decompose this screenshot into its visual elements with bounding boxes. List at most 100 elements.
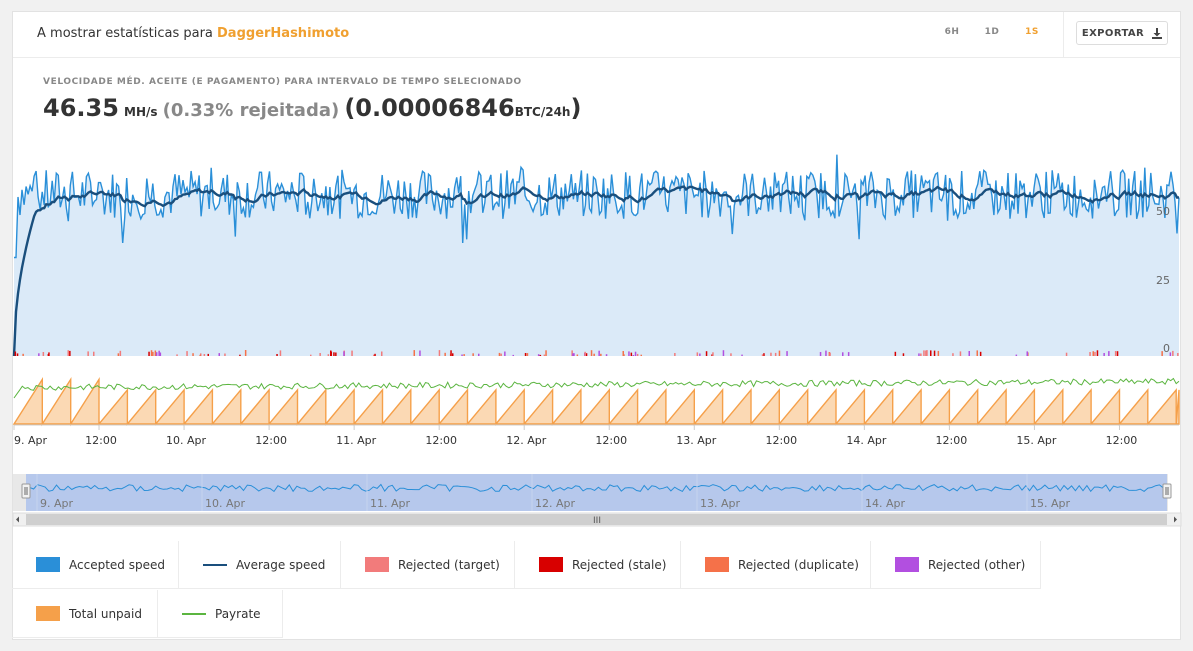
rejected-spike [413, 350, 415, 356]
speed-unit: MH/s [124, 105, 158, 119]
algorithm-name[interactable]: DaggerHashimoto [217, 26, 350, 41]
rejected-spike [711, 354, 713, 356]
x-tick-label: 12:00 [1106, 434, 1138, 447]
rejected-spike [159, 352, 162, 356]
rejected-spike [444, 352, 446, 356]
rejected-spike [478, 353, 480, 356]
btc-unit: BTC/24h [514, 105, 571, 119]
legend-label: Payrate [215, 606, 261, 621]
rejected-spike [598, 350, 600, 356]
rejected-spike [381, 351, 383, 356]
rejected-spike [310, 354, 312, 356]
export-button[interactable]: EXPORTAR [1076, 21, 1168, 45]
rejected-spike [330, 351, 332, 356]
rejected-spike [722, 350, 725, 356]
rejected-spike [498, 352, 501, 356]
rejected-spike [730, 353, 732, 356]
rejected-spike [902, 353, 905, 356]
rejected-spike [1177, 353, 1179, 356]
navigator-series [25, 483, 1168, 493]
scrollbar-thumb[interactable] [26, 514, 1167, 525]
rejected-spike [203, 354, 206, 356]
range-tab-1s[interactable]: 1S [1025, 27, 1039, 37]
title-prefix: A mostrar estatísticas para [37, 26, 213, 41]
rejected-spike [761, 354, 764, 356]
rejected-spike [150, 350, 153, 356]
scroll-right-icon[interactable] [1174, 516, 1177, 523]
header-divider [1063, 12, 1064, 57]
rejected-spike [825, 350, 827, 356]
rejected-spike [351, 350, 353, 356]
rejected-spike [894, 351, 897, 356]
speed-value: 46.35 [43, 94, 119, 122]
rejected-spike [573, 353, 575, 356]
scrollbar-grip[interactable]: III [593, 516, 601, 526]
export-label: EXPORTAR [1081, 27, 1145, 39]
navigator-handle-left[interactable] [21, 483, 31, 499]
rejected-spike [158, 350, 160, 356]
rejected-spike [571, 350, 573, 356]
rejected-spike [543, 354, 546, 356]
x-tick-label: 10. Apr [166, 434, 206, 447]
rejected-spike [450, 350, 452, 356]
rejected-spike [463, 354, 465, 356]
rejected-spike [500, 353, 502, 356]
rejected-spike [968, 351, 970, 356]
speed-summary: 46.35 MH/s (0.33% rejeitada) (0.00006846… [43, 94, 581, 122]
legend-label: Average speed [236, 557, 326, 572]
range-tab-6h[interactable]: 6H [944, 27, 960, 37]
rejected-spike [674, 353, 676, 356]
rejected-spike [154, 350, 157, 356]
legend-item-rejected-stale[interactable]: Rejected (stale) [515, 541, 681, 589]
rejected-spike [1169, 352, 1172, 356]
rejected-spike [952, 353, 954, 356]
stats-header: A mostrar estatísticas para DaggerHashim… [13, 12, 1180, 58]
rejected-spike [224, 353, 226, 356]
legend-item-rejected-target[interactable]: Rejected (target) [341, 541, 515, 589]
rejected-spike [504, 351, 506, 356]
rejected-spike [1094, 351, 1096, 356]
rejected-spike [186, 351, 188, 356]
rejected-spike [630, 352, 633, 356]
rejected-spike [67, 350, 69, 356]
rejected-spike [628, 351, 630, 356]
rejected-spike [829, 352, 831, 356]
rejected-spike [452, 353, 454, 356]
legend-label: Rejected (duplicate) [738, 557, 859, 572]
x-tick-label: 12:00 [936, 434, 968, 447]
rejected-spike [632, 355, 635, 356]
navigator-selection[interactable] [26, 474, 1167, 511]
rejected-spike [926, 350, 928, 356]
legend-item-rejected-duplicate[interactable]: Rejected (duplicate) [681, 541, 871, 589]
total-unpaid-area [12, 376, 1180, 427]
rejected-spike [16, 353, 19, 356]
navigator-label: 10. Apr [205, 497, 245, 510]
rejected-spike [593, 353, 595, 356]
legend-item-total-unpaid[interactable]: Total unpaid [12, 590, 158, 638]
rejected-spike [524, 353, 527, 356]
rejected-spike [959, 351, 962, 356]
legend-item-payrate[interactable]: Payrate [158, 590, 283, 638]
scroll-left-icon[interactable] [16, 516, 19, 523]
legend-label: Rejected (other) [928, 557, 1026, 572]
y-tick-label: 0 [1163, 342, 1170, 355]
navigator-handle-right[interactable] [1162, 483, 1172, 499]
x-tick-label: 12:00 [425, 434, 457, 447]
x-tick-label: 14. Apr [846, 434, 886, 447]
hashrate-chart[interactable]: 0 25 50 9. Apr 12:00 10. Apr 12:00 11. Apr 12:00… [0, 0, 1193, 540]
rejected-spike [438, 350, 441, 356]
rejected-spike [1172, 350, 1174, 356]
rejected-spike [93, 351, 95, 356]
header-title: A mostrar estatísticas para DaggerHashim… [37, 26, 349, 41]
legend-item-rejected-other[interactable]: Rejected (other) [871, 541, 1041, 589]
rejected-spike [335, 352, 337, 356]
rejected-spike [373, 354, 375, 356]
legend-item-average-speed[interactable]: Average speed [179, 541, 341, 589]
rejected-spike [1015, 354, 1018, 356]
legend-item-accepted-speed[interactable]: Accepted speed [12, 541, 179, 589]
rejected-spike [1065, 352, 1068, 356]
rejected-spike [69, 350, 71, 356]
rejected-spike [87, 351, 89, 356]
range-tab-1d[interactable]: 1D [984, 27, 1000, 37]
rejected-spike [847, 352, 850, 356]
